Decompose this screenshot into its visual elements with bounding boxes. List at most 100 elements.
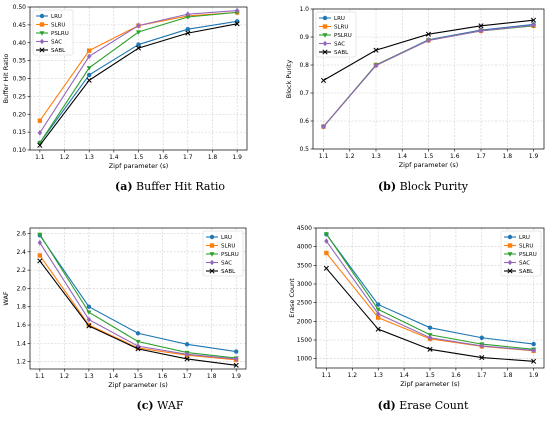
x-tick-label: 1.4 — [399, 372, 409, 379]
legend-item-lru: LRU — [504, 234, 530, 241]
data-point — [135, 346, 141, 352]
x-tick-label: 1.3 — [84, 154, 94, 161]
legend-box — [315, 11, 357, 58]
legend-label: SAC — [334, 42, 345, 48]
y-tick-label: 2.4 — [16, 249, 26, 256]
y-axis-label: WAF — [2, 291, 10, 306]
series-sac — [37, 7, 240, 136]
legend-item-pslru: PSLRU — [206, 252, 239, 258]
data-point — [86, 322, 92, 328]
legend-marker — [507, 268, 513, 274]
data-point — [323, 265, 329, 271]
legend-item-sabl: SABL — [36, 47, 66, 54]
legend-label: SAC — [221, 261, 232, 267]
x-tick-label: 1.1 — [319, 153, 329, 160]
data-point — [531, 22, 536, 29]
x-tick-label: 1.9 — [232, 154, 242, 161]
legend-marker — [39, 31, 45, 36]
data-point — [234, 7, 240, 14]
y-axis-label: Block Purity — [285, 60, 293, 99]
y-tick-label: 0.45 — [13, 22, 27, 29]
x-tick-label: 1.4 — [109, 373, 119, 380]
x-tick-label: 1.4 — [109, 154, 119, 161]
data-point — [323, 232, 329, 237]
y-tick-label: 1.8 — [16, 304, 26, 311]
x-tick-label: 1.1 — [35, 154, 45, 161]
data-point — [86, 77, 92, 83]
data-point — [324, 250, 329, 256]
data-point — [135, 45, 142, 51]
legend-label: LRU — [334, 16, 345, 22]
legend-marker — [507, 234, 513, 240]
data-point — [136, 22, 141, 29]
legend-item-pslru: PSLRU — [504, 252, 537, 258]
legend-label: SABL — [51, 48, 66, 54]
data-point — [135, 339, 141, 345]
y-tick-label: 3500 — [297, 262, 312, 269]
series-pslru — [37, 232, 239, 361]
x-tick-label: 1.3 — [84, 373, 94, 380]
y-tick-label: 0.40 — [13, 40, 27, 47]
x-tick-label: 1.5 — [133, 373, 143, 380]
legend-item-slru: SLRU — [36, 22, 65, 29]
legend-label: LRU — [519, 235, 530, 241]
data-point — [479, 343, 485, 349]
caption-d-tag: (d) — [377, 399, 396, 412]
y-tick-label: 0.35 — [13, 58, 27, 65]
series-sac — [321, 22, 536, 130]
caption-c-tag: (c) — [136, 399, 154, 412]
series-sac — [37, 239, 239, 362]
x-tick-label: 1.4 — [397, 153, 407, 160]
x-tick-label: 1.6 — [451, 372, 461, 379]
data-point — [233, 356, 239, 362]
y-axis-label: Erase Count — [288, 278, 296, 318]
y-tick-label: 0.7 — [299, 90, 309, 97]
x-tick-label: 1.6 — [450, 153, 460, 160]
legend-marker — [322, 49, 328, 55]
plot-frame — [29, 6, 248, 151]
legend: LRU SLRU PSLRU SAC SABL — [315, 11, 357, 58]
data-point — [375, 326, 381, 332]
y-tick-label: 2.6 — [16, 230, 26, 237]
x-tick-label: 1.2 — [347, 372, 357, 379]
legend-label: SABL — [334, 50, 349, 56]
data-point — [530, 17, 537, 23]
legend-item-sabl: SABL — [206, 268, 236, 275]
data-point — [184, 356, 190, 362]
x-tick-label: 1.5 — [424, 153, 434, 160]
panel-a: 1.1 1.2 1.3 1.4 1.5 1.6 1.7 1.8 1.9 0.10 0.15 0.20 0… — [2, 4, 248, 170]
legend-marker — [507, 243, 513, 248]
y-tick-label: 4500 — [297, 225, 312, 232]
legend-marker — [322, 33, 328, 38]
legend: LRU SLRU PSLRU SAC SABL — [202, 230, 244, 277]
plot-frame — [29, 227, 247, 370]
data-point — [185, 30, 191, 36]
y-tick-label: 0.8 — [299, 62, 309, 69]
y-tick-label: 0.10 — [13, 147, 27, 154]
legend-label: LRU — [221, 235, 232, 241]
caption-b-text: Block Purity — [399, 180, 469, 193]
legend-item-slru: SLRU — [319, 24, 348, 31]
x-tick-label: 1.9 — [529, 372, 539, 379]
data-point — [373, 62, 379, 69]
y-tick-label: 0.50 — [13, 4, 27, 11]
y-tick-label: 2500 — [297, 300, 312, 307]
data-point — [86, 304, 92, 309]
data-point — [233, 349, 239, 354]
x-tick-label: 1.9 — [231, 373, 241, 380]
x-tick-label: 1.7 — [477, 372, 487, 379]
caption-b-tag: (b) — [377, 180, 397, 193]
data-point — [320, 77, 327, 83]
legend-item-sac: SAC — [319, 40, 345, 48]
legend-marker — [209, 234, 215, 240]
plot-frame — [312, 8, 545, 150]
x-tick-label: 1.8 — [502, 153, 512, 160]
legend-item-lru: LRU — [319, 15, 345, 22]
data-point — [324, 238, 329, 244]
legend: LRU SLRU PSLRU SAC SABL — [32, 9, 74, 56]
y-tick-label: 0.9 — [299, 34, 309, 41]
x-tick-label: 1.8 — [208, 154, 218, 161]
caption-c: (c) WAF — [90, 398, 230, 414]
legend-label: PSLRU — [221, 252, 239, 258]
x-tick-label: 1.3 — [373, 372, 383, 379]
